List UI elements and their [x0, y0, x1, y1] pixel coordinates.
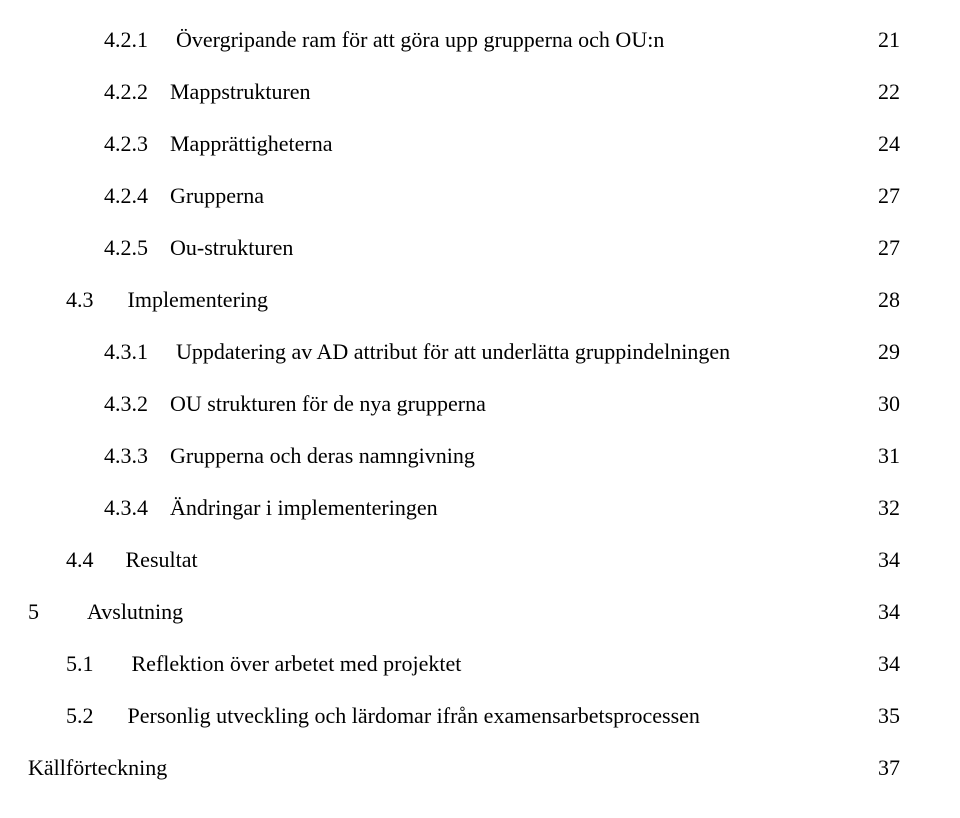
toc-entry: 5 Avslutning 34 — [28, 586, 900, 638]
toc-entry: 4.2.2 Mappstrukturen 22 — [28, 66, 900, 118]
toc-entry-title: Ändringar i implementeringen — [170, 482, 438, 534]
toc-entry: 5.1 Reflektion över arbetet med projektet… — [28, 638, 900, 690]
toc-entry-number: 4.3.4 — [104, 482, 148, 534]
toc-entry-page: 28 — [878, 274, 900, 326]
toc-entry-title: Källförteckning — [28, 742, 167, 794]
toc-entry-title: Resultat — [126, 534, 198, 586]
toc-entry-number: 4.4 — [66, 534, 94, 586]
toc-entry-number: 4.3.3 — [104, 430, 148, 482]
toc-entry-title: Uppdatering av AD attribut för att under… — [176, 326, 730, 378]
toc-entry: 4.3.1 Uppdatering av AD attribut för att … — [28, 326, 900, 378]
toc-entry-page: 30 — [878, 378, 900, 430]
toc-page: 4.2.1 Övergripande ram för att göra upp g… — [0, 0, 960, 794]
toc-entry-title: Övergripande ram för att göra upp gruppe… — [176, 14, 664, 66]
toc-entry-number: 4.3 — [66, 274, 94, 326]
toc-entry-number: 4.2.2 — [104, 66, 148, 118]
toc-entry-title: Implementering — [128, 274, 269, 326]
toc-entry-number: 5.2 — [66, 690, 94, 742]
toc-entry-number: 4.2.1 — [104, 14, 148, 66]
toc-entry: 4.2.5 Ou-strukturen 27 — [28, 222, 900, 274]
toc-entry: 4.3.4 Ändringar i implementeringen 32 — [28, 482, 900, 534]
toc-entry-title: Mapprättigheterna — [170, 118, 333, 170]
toc-entry: 4.3 Implementering 28 — [28, 274, 900, 326]
toc-entry-title: OU strukturen för de nya grupperna — [170, 378, 486, 430]
toc-entry-number: 4.2.4 — [104, 170, 148, 222]
toc-entry-page: 29 — [878, 326, 900, 378]
toc-entry-title: Personlig utveckling och lärdomar ifrån … — [128, 690, 700, 742]
toc-entry-page: 21 — [878, 14, 900, 66]
toc-entry-page: 31 — [878, 430, 900, 482]
toc-entry: 4.4 Resultat 34 — [28, 534, 900, 586]
toc-entry: 4.2.4 Grupperna 27 — [28, 170, 900, 222]
toc-entry: Källförteckning 37 — [28, 742, 900, 794]
toc-entry-number: 4.3.1 — [104, 326, 148, 378]
toc-entry-number: 4.3.2 — [104, 378, 148, 430]
toc-entry-page: 24 — [878, 118, 900, 170]
toc-entry-page: 27 — [878, 222, 900, 274]
toc-entry-title: Avslutning — [87, 586, 183, 638]
toc-entry-title: Grupperna — [170, 170, 264, 222]
toc-entry-page: 35 — [878, 690, 900, 742]
toc-entry-number: 4.2.3 — [104, 118, 148, 170]
toc-entry-title: Reflektion över arbetet med projektet — [132, 638, 462, 690]
toc-entry-number: 5 — [28, 586, 39, 638]
toc-entry-number: 4.2.5 — [104, 222, 148, 274]
toc-entry-title: Ou-strukturen — [170, 222, 293, 274]
toc-entry: 4.3.2 OU strukturen för de nya grupperna 3… — [28, 378, 900, 430]
toc-entry-page: 34 — [878, 586, 900, 638]
toc-entry-page: 22 — [878, 66, 900, 118]
toc-entry: 5.2 Personlig utveckling och lärdomar ifr… — [28, 690, 900, 742]
toc-entry-title: Mappstrukturen — [170, 66, 311, 118]
toc-entry-page: 34 — [878, 638, 900, 690]
toc-entry-title: Grupperna och deras namngivning — [170, 430, 475, 482]
toc-entry-page: 32 — [878, 482, 900, 534]
toc-entry-page: 27 — [878, 170, 900, 222]
toc-entry-number: 5.1 — [66, 638, 94, 690]
toc-entry: 4.2.1 Övergripande ram för att göra upp g… — [28, 14, 900, 66]
toc-entry: 4.3.3 Grupperna och deras namngivning 31 — [28, 430, 900, 482]
toc-entry-page: 37 — [878, 742, 900, 794]
toc-entry-page: 34 — [878, 534, 900, 586]
toc-entry: 4.2.3 Mapprättigheterna 24 — [28, 118, 900, 170]
